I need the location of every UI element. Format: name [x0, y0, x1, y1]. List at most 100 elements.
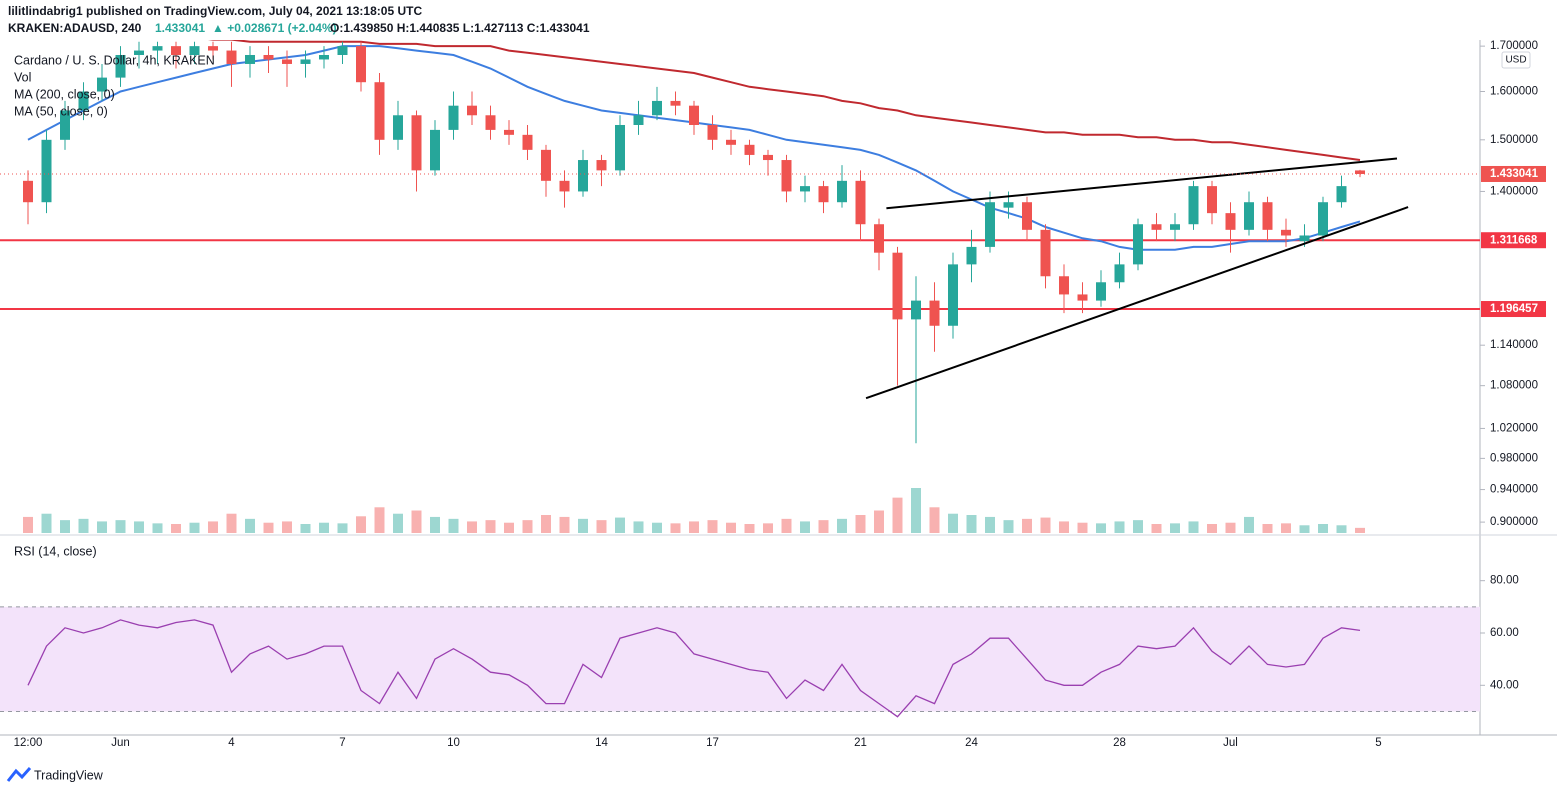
volume-bar	[522, 520, 533, 533]
candle-body	[541, 149, 551, 181]
candle-body	[596, 160, 607, 171]
candle-body	[615, 124, 625, 171]
volume-bar	[1133, 520, 1143, 533]
y-tick-label: 1.600000	[1490, 86, 1538, 98]
level-label-box	[1481, 301, 1546, 318]
candle-body	[356, 46, 366, 83]
volume-bar	[208, 521, 218, 533]
volume-bar	[1336, 525, 1347, 533]
currency-box	[1501, 51, 1531, 69]
volume-bar	[171, 524, 181, 533]
price-pane	[0, 40, 1480, 533]
candle-body	[504, 129, 514, 135]
legend-volume: Vol	[14, 70, 31, 84]
x-tick-label: 7	[339, 737, 345, 749]
volume-bar	[855, 515, 866, 533]
candle-body	[430, 129, 440, 171]
volume-bar	[41, 513, 52, 533]
candle-body	[1022, 202, 1032, 230]
y-tick-label: 0.980000	[1490, 452, 1538, 464]
candle-body	[966, 246, 977, 265]
candle-body	[763, 154, 773, 161]
candle-body	[263, 54, 274, 60]
volume-bar	[134, 521, 144, 533]
candle-body	[97, 77, 107, 92]
candle-body	[1114, 264, 1125, 283]
author-line: lilitlindabrig1 published on TradingView…	[8, 4, 422, 18]
volume-bar	[1151, 524, 1162, 533]
candle-body	[874, 224, 884, 253]
symbol: KRAKEN:ADAUSD, 240	[8, 21, 142, 35]
candle-body	[1151, 224, 1162, 230]
candle-body	[1077, 294, 1088, 301]
x-tick-label: 12:00	[14, 737, 43, 749]
volume-bar	[559, 516, 570, 533]
candle-body	[1299, 235, 1310, 242]
legend-rsi: RSI (14, close)	[14, 544, 97, 558]
candle-body	[781, 160, 792, 192]
volume-bar	[393, 513, 403, 533]
y-tick-label: 1.400000	[1490, 185, 1538, 197]
candle-body	[134, 50, 144, 55]
candle-body	[1040, 229, 1051, 277]
last-value: 1.433041	[155, 21, 205, 35]
volume-bar	[504, 522, 514, 533]
candle-body	[1188, 186, 1199, 225]
candle-body	[1225, 213, 1236, 230]
volume-bar	[689, 521, 699, 533]
rsi-tick-label: 60.00	[1490, 627, 1519, 639]
volume-bar	[263, 522, 274, 533]
level-label: 1.196457	[1490, 303, 1538, 315]
volume-bar	[707, 520, 718, 533]
candle-body	[411, 115, 422, 171]
legend-ma200: MA (200, close, 0)	[14, 87, 115, 101]
volume-bar	[615, 517, 625, 533]
candle-body	[374, 82, 385, 140]
volume-bar	[300, 524, 311, 533]
volume-bar	[652, 522, 662, 533]
volume-bar	[1077, 522, 1088, 533]
volume-bar	[282, 521, 292, 533]
volume-bar	[430, 516, 440, 533]
candle-body	[948, 264, 958, 326]
volume-bar	[1040, 517, 1051, 533]
x-tick-label: 14	[595, 737, 608, 749]
volume-bar	[78, 518, 89, 533]
candle-body	[837, 180, 847, 203]
candle-body	[985, 202, 995, 247]
volume-bar	[1244, 516, 1254, 533]
candle-body	[707, 124, 718, 140]
candle-body	[23, 180, 33, 203]
rsi-band	[0, 606, 1480, 712]
candle-body	[1318, 202, 1328, 236]
x-tick-label: 24	[965, 737, 978, 749]
volume-bar	[948, 513, 958, 533]
candle-body	[1355, 170, 1365, 174]
volume-bar	[818, 520, 829, 533]
volume-bar	[911, 488, 921, 533]
volume-bar	[800, 521, 810, 533]
level-label-box	[1481, 232, 1546, 249]
volume-bar	[892, 497, 903, 533]
candle-body	[911, 300, 921, 320]
volume-bar	[411, 510, 422, 533]
volume-bar	[670, 523, 681, 533]
candle-body	[208, 46, 218, 51]
volume-bar	[744, 524, 755, 533]
candle-body	[78, 91, 89, 111]
candle-body	[282, 59, 292, 64]
x-tick-label: 4	[228, 737, 235, 749]
candle-body	[855, 180, 866, 225]
candle-body	[245, 54, 255, 64]
candle-body	[115, 54, 126, 78]
volume-bar	[152, 523, 163, 533]
candle-body	[892, 252, 903, 320]
candle-body	[319, 54, 329, 60]
brand-icon	[6, 767, 32, 782]
volume-bar	[1096, 523, 1106, 533]
volume-bar	[226, 513, 237, 533]
volume-bar	[1003, 520, 1014, 533]
volume-bar	[448, 518, 459, 533]
volume-bar	[763, 523, 773, 533]
